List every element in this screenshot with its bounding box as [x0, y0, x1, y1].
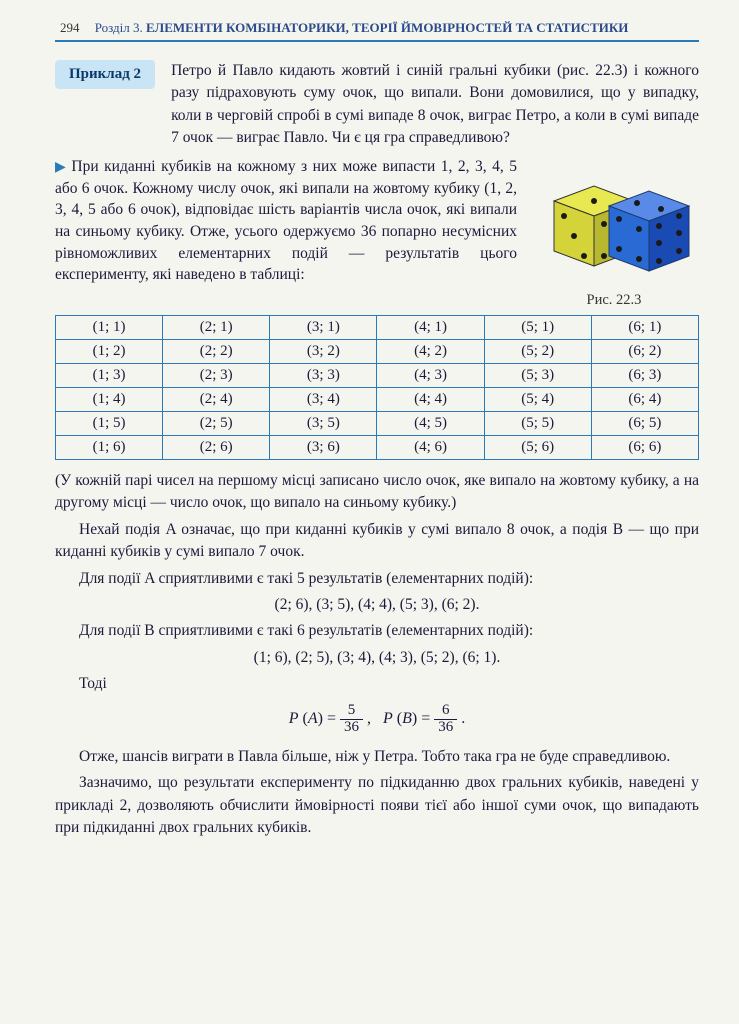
triangle-marker-icon: ▶	[55, 160, 67, 175]
favorable-B-text: Для події B сприятливими є такі 6 резуль…	[55, 620, 699, 642]
table-cell: (4; 2)	[377, 339, 484, 363]
pB-denominator: 36	[434, 720, 457, 736]
figure-caption: Рис. 22.3	[529, 292, 699, 309]
then-label: Тоді	[55, 673, 699, 695]
table-cell: (5; 5)	[484, 411, 591, 435]
table-cell: (6; 4)	[591, 387, 698, 411]
table-cell: (3; 5)	[270, 411, 377, 435]
pB-numerator: 6	[434, 703, 457, 720]
figure-dice: Рис. 22.3	[529, 156, 699, 309]
table-cell: (2; 3)	[163, 363, 270, 387]
table-cell: (6; 6)	[591, 435, 698, 459]
outcomes-table: (1; 1)(2; 1)(3; 1)(4; 1)(5; 1)(6; 1)(1; …	[55, 315, 699, 460]
example-label: Приклад 2	[55, 60, 155, 89]
table-cell: (1; 5)	[56, 411, 163, 435]
table-cell: (4; 6)	[377, 435, 484, 459]
table-cell: (1; 2)	[56, 339, 163, 363]
dice-icon	[534, 156, 694, 286]
table-cell: (2; 6)	[163, 435, 270, 459]
page-number: 294	[60, 20, 80, 35]
conclusion: Отже, шансів виграти в Павла більше, ніж…	[55, 746, 699, 768]
section-label: Розділ 3.	[95, 20, 143, 35]
table-cell: (6; 2)	[591, 339, 698, 363]
events-definition: Нехай подія A означає, що при киданні ку…	[55, 519, 699, 564]
table-row: (1; 2)(2; 2)(3; 2)(4; 2)(5; 2)(6; 2)	[56, 339, 699, 363]
textbook-page: 294 Розділ 3. ЕЛЕМЕНТИ КОМБІНАТОРИКИ, ТЕ…	[0, 0, 739, 874]
table-cell: (6; 5)	[591, 411, 698, 435]
table-cell: (4; 3)	[377, 363, 484, 387]
table-cell: (3; 2)	[270, 339, 377, 363]
table-cell: (6; 1)	[591, 315, 698, 339]
table-cell: (1; 6)	[56, 435, 163, 459]
table-cell: (1; 3)	[56, 363, 163, 387]
table-cell: (5; 6)	[484, 435, 591, 459]
table-cell: (4; 1)	[377, 315, 484, 339]
section-title: ЕЛЕМЕНТИ КОМБІНАТОРИКИ, ТЕОРІЇ ЙМОВІРНОС…	[146, 20, 628, 35]
table-cell: (3; 1)	[270, 315, 377, 339]
table-cell: (2; 5)	[163, 411, 270, 435]
table-cell: (5; 1)	[484, 315, 591, 339]
table-cell: (3; 4)	[270, 387, 377, 411]
table-cell: (5; 3)	[484, 363, 591, 387]
table-row: (1; 3)(2; 3)(3; 3)(4; 3)(5; 3)(6; 3)	[56, 363, 699, 387]
pA-numerator: 5	[340, 703, 363, 720]
favorable-A-list: (2; 6), (3; 5), (4; 4), (5; 3), (6; 2).	[55, 596, 699, 614]
table-cell: (5; 2)	[484, 339, 591, 363]
table-cell: (2; 2)	[163, 339, 270, 363]
table-cell: (4; 5)	[377, 411, 484, 435]
table-row: (1; 5)(2; 5)(3; 5)(4; 5)(5; 5)(6; 5)	[56, 411, 699, 435]
table-cell: (2; 1)	[163, 315, 270, 339]
example-block: Приклад 2 Петро й Павло кидають жовтий і…	[55, 60, 699, 150]
favorable-A-text: Для події A сприятливими є такі 5 резуль…	[55, 568, 699, 590]
table-cell: (1; 1)	[56, 315, 163, 339]
favorable-B-list: (1; 6), (2; 5), (3; 4), (4; 3), (5; 2), …	[55, 649, 699, 667]
pA-denominator: 36	[340, 720, 363, 736]
solution-with-figure: ▶При киданні кубиків на кожному з них мо…	[55, 156, 699, 309]
example-problem: Петро й Павло кидають жовтий і синій гра…	[171, 60, 699, 150]
table-note: (У кожній парі чисел на першому місці за…	[55, 470, 699, 515]
table-cell: (1; 4)	[56, 387, 163, 411]
table-cell: (3; 6)	[270, 435, 377, 459]
table-row: (1; 6)(2; 6)(3; 6)(4; 6)(5; 6)(6; 6)	[56, 435, 699, 459]
table-cell: (2; 4)	[163, 387, 270, 411]
table-row: (1; 1)(2; 1)(3; 1)(4; 1)(5; 1)(6; 1)	[56, 315, 699, 339]
table-cell: (6; 3)	[591, 363, 698, 387]
table-row: (1; 4)(2; 4)(3; 4)(4; 4)(5; 4)(6; 4)	[56, 387, 699, 411]
page-header: 294 Розділ 3. ЕЛЕМЕНТИ КОМБІНАТОРИКИ, ТЕ…	[55, 20, 699, 36]
table-cell: (4; 4)	[377, 387, 484, 411]
probability-formula: P (A) = 536 , P (B) = 636 .	[55, 703, 699, 736]
remark: Зазначимо, що результати експерименту по…	[55, 772, 699, 839]
table-cell: (3; 3)	[270, 363, 377, 387]
header-rule	[55, 40, 699, 42]
solution-intro: ▶При киданні кубиків на кожному з них мо…	[55, 156, 517, 286]
table-cell: (5; 4)	[484, 387, 591, 411]
